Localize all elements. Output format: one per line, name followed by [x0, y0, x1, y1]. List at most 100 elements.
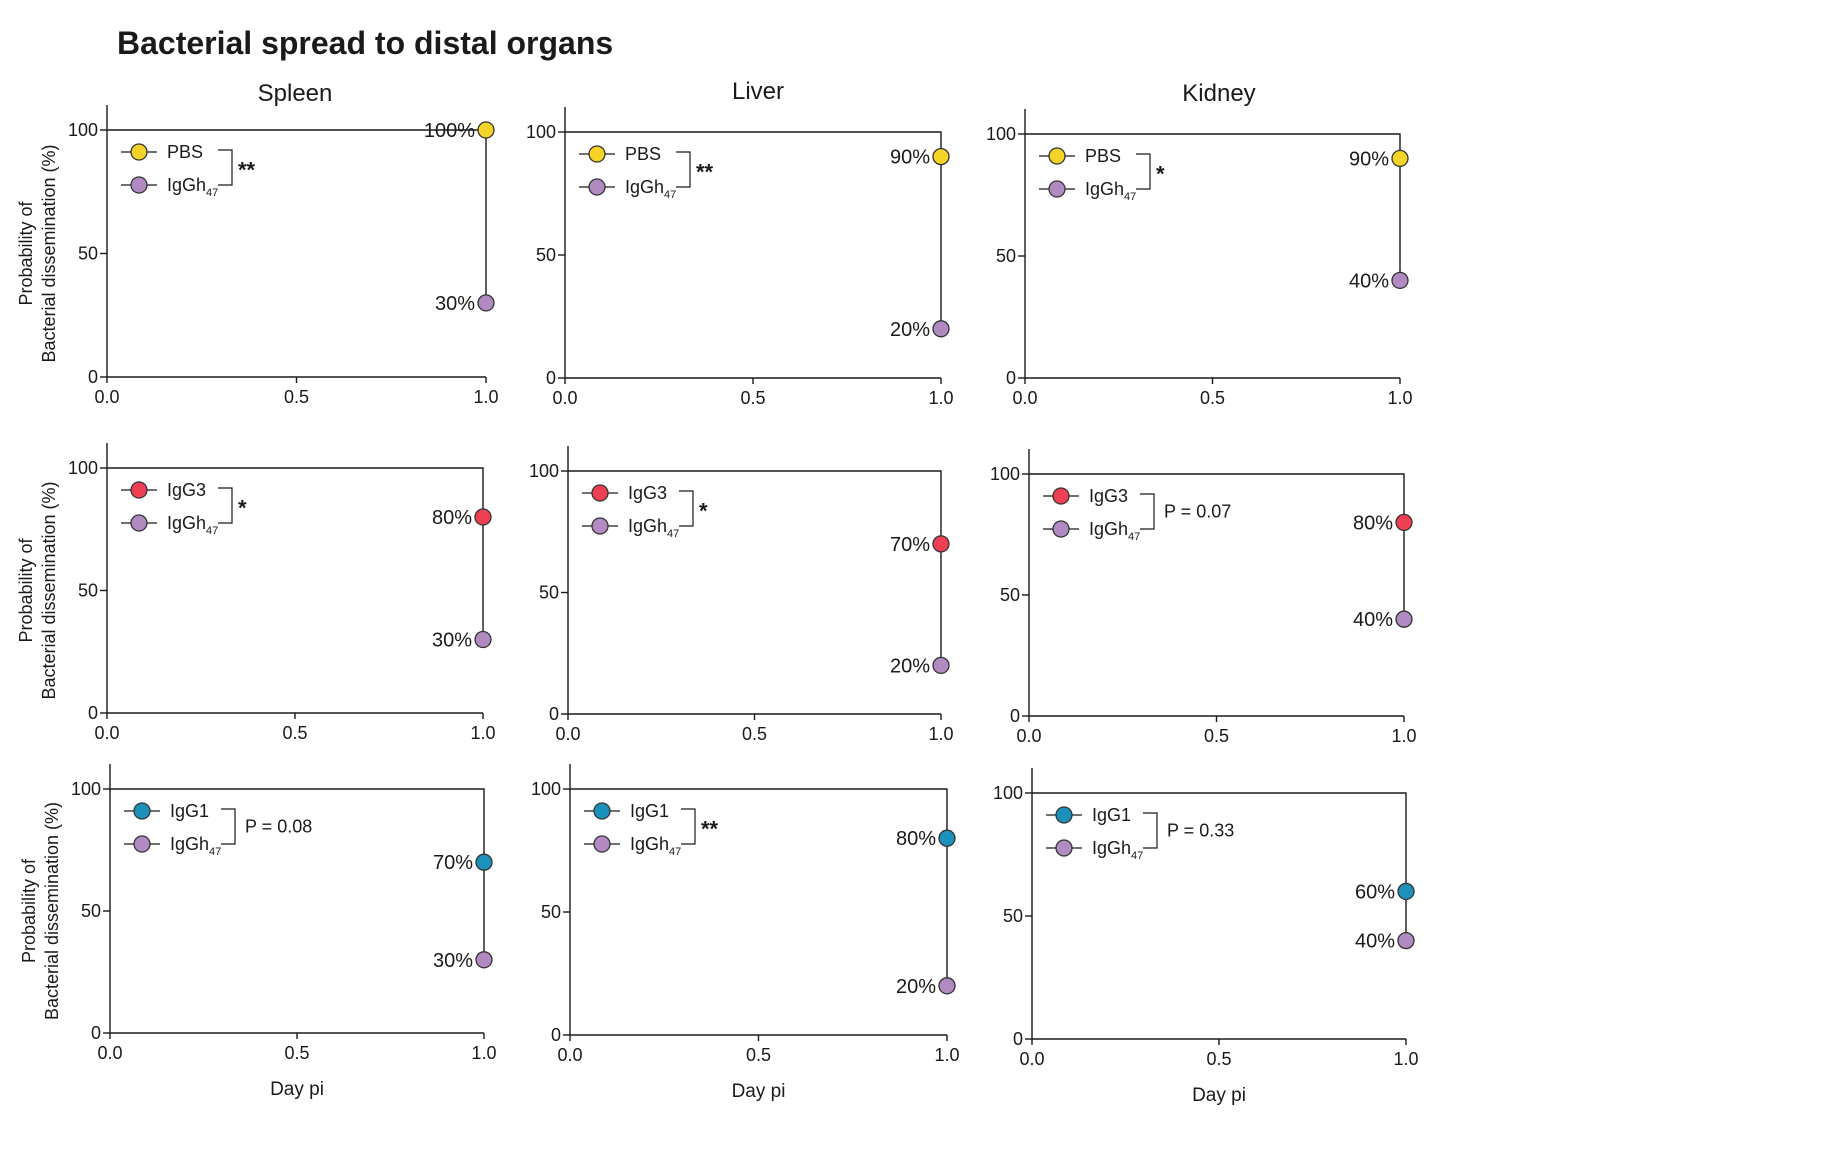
step-curve: [107, 467, 484, 640]
percent-label: 80%: [432, 507, 472, 529]
x-tick-label: 1.0: [1387, 388, 1412, 408]
panel-liver-row1: 0 50 100 0.0 0.5 1.0 90% 20% PBS IgGh47 **: [526, 107, 954, 408]
legend-marker-igg3: [591, 484, 609, 502]
x-tick-label: 0.0: [1016, 726, 1041, 746]
data-point-iggh47: [932, 320, 950, 338]
data-point-igg3: [474, 508, 492, 526]
percent-label: 80%: [1353, 512, 1393, 534]
percent-label: 40%: [1349, 270, 1389, 292]
data-point-iggh47: [477, 294, 495, 312]
panel-liver-row2: 0 50 100 0.0 0.5 1.0 70% 20% IgG3 IgGh47 *: [529, 446, 954, 744]
x-axis-label: Day pi: [732, 1081, 786, 1102]
y-axis-label-line2: Bacterial dissemination (%): [42, 802, 62, 1020]
step-curve: [568, 470, 942, 666]
significance-stars: **: [701, 817, 719, 842]
legend-label-iggh47: IgGh47: [1089, 519, 1140, 543]
x-tick-label: 1.0: [470, 723, 495, 743]
legend-label-igg3: IgG3: [167, 480, 206, 500]
y-tick-label: 0: [88, 367, 98, 387]
data-point-iggh47: [932, 656, 950, 675]
panel-spleen-row2: 0 50 100 0.0 0.5 1.0 Probability of Bacterial d…: [16, 443, 496, 743]
step-curve: [570, 788, 948, 986]
significance-bracket: [1136, 153, 1151, 190]
percent-label: 80%: [896, 828, 936, 850]
significance-bracket: [676, 151, 691, 188]
step-curve: [1032, 792, 1407, 941]
x-tick-label: 0.0: [1019, 1049, 1044, 1069]
legend-marker-pbs: [130, 143, 148, 161]
legend-label-iggh47: IgGh47: [167, 513, 218, 537]
p-value-label: P = 0.33: [1167, 821, 1234, 841]
column-title-spleen: Spleen: [258, 80, 333, 107]
percent-label: 70%: [433, 852, 473, 874]
data-point-pbs: [932, 147, 950, 166]
y-axis-label-line1: Probability of: [19, 858, 39, 963]
legend-subscript: 47: [206, 187, 218, 199]
legend-label-igg3: IgG3: [628, 483, 667, 503]
y-tick-label: 50: [78, 244, 98, 264]
legend-marker-igg3: [130, 481, 148, 499]
y-tick-label: 0: [551, 1025, 561, 1045]
y-tick-label: 0: [546, 368, 556, 388]
step-curve: [1029, 473, 1405, 620]
legend-marker-iggh47: [593, 835, 611, 853]
x-tick-label: 0.5: [746, 1045, 771, 1065]
column-title-liver: Liver: [732, 78, 784, 105]
significance-stars: *: [699, 499, 708, 524]
legend-label-igg1: IgG1: [170, 801, 209, 821]
data-point-pbs: [1391, 149, 1409, 168]
percent-label: 30%: [432, 630, 472, 652]
x-tick-label: 1.0: [928, 388, 953, 408]
y-tick-label: 100: [68, 120, 98, 140]
y-tick-label: 100: [529, 461, 559, 481]
x-tick-label: 1.0: [928, 724, 953, 744]
significance-stars: *: [1156, 162, 1165, 187]
y-axis-label-line2: Bacterial dissemination (%): [39, 481, 59, 699]
y-tick-label: 100: [71, 779, 101, 799]
significance-bracket: [1143, 812, 1158, 849]
legend-marker-iggh47: [1052, 520, 1070, 538]
y-tick-label: 50: [541, 902, 561, 922]
y-tick-label: 100: [986, 124, 1016, 144]
data-point-igg3: [1395, 513, 1413, 532]
legend-label-iggh47: IgGh47: [630, 834, 681, 858]
legend-label-igg1: IgG1: [1092, 805, 1131, 825]
data-point-igg1: [938, 829, 956, 847]
x-tick-label: 0.5: [282, 723, 307, 743]
y-tick-label: 0: [1013, 1029, 1023, 1049]
legend-marker-igg3: [1052, 487, 1070, 505]
y-tick-label: 50: [1000, 585, 1020, 605]
legend-subscript: 47: [669, 846, 681, 858]
legend-marker-igg1: [133, 802, 151, 820]
y-tick-label: 50: [536, 245, 556, 265]
legend-subscript: 47: [209, 846, 221, 858]
x-tick-label: 0.5: [740, 388, 765, 408]
x-tick-label: 0.0: [94, 723, 119, 743]
step-curve: [107, 129, 487, 303]
x-axis-label: Day pi: [270, 1079, 324, 1100]
step-curve: [565, 131, 942, 329]
legend-subscript: 47: [1124, 191, 1136, 203]
data-point-iggh47: [474, 630, 492, 649]
x-tick-label: 0.0: [94, 387, 119, 407]
x-tick-label: 0.5: [742, 724, 767, 744]
percent-label: 30%: [433, 950, 473, 972]
legend-subscript: 47: [664, 189, 676, 201]
legend-marker-pbs: [1048, 147, 1066, 165]
data-point-iggh47: [475, 951, 493, 969]
x-tick-label: 1.0: [471, 1043, 496, 1063]
legend-label-igg1: IgG1: [630, 801, 669, 821]
percent-label: 30%: [435, 293, 475, 315]
percent-label: 20%: [890, 655, 930, 677]
y-tick-label: 0: [1010, 706, 1020, 726]
legend-subscript: 47: [206, 525, 218, 537]
step-curve: [1025, 133, 1401, 281]
x-tick-label: 0.5: [1204, 726, 1229, 746]
y-tick-label: 0: [1006, 368, 1016, 388]
percent-label: 70%: [890, 534, 930, 556]
x-tick-label: 0.0: [557, 1045, 582, 1065]
data-point-iggh47: [1395, 610, 1413, 628]
legend-label-iggh47: IgGh47: [1085, 179, 1136, 203]
